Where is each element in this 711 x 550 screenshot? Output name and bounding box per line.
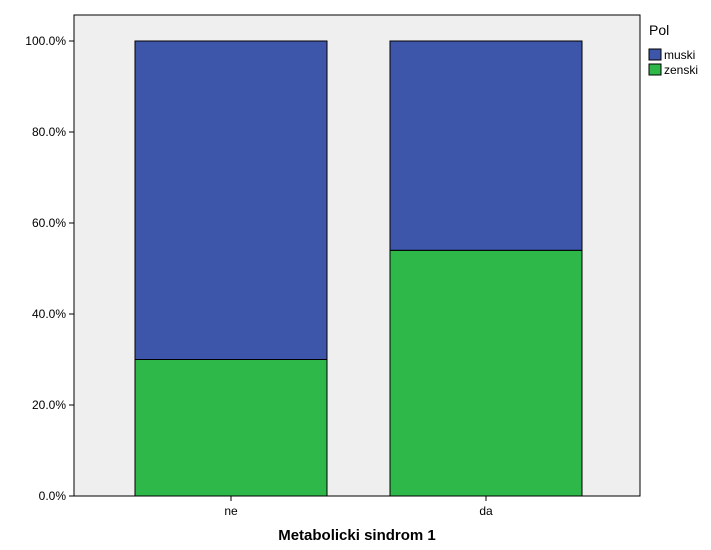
bar-muski-ne [134, 40, 328, 360]
bars [134, 40, 583, 497]
y-tick-label: 20.0% [32, 398, 66, 412]
bar-zenski-da [389, 249, 583, 497]
legend-swatch-muski [648, 48, 662, 61]
legend-swatch-zenski [648, 63, 662, 76]
x-axis-title: Metabolicki sindrom 1 [278, 527, 436, 544]
y-tick-label: 100.0% [25, 34, 66, 48]
y-tick-label: 80.0% [32, 125, 66, 139]
legend-label-muski: muski [664, 48, 695, 62]
bar-muski-da [389, 40, 583, 251]
legend-title: Pol [649, 22, 669, 38]
y-axis: 0.0% 20.0% 40.0% 60.0% 80.0% 100.0% [25, 34, 74, 503]
x-axis: ne da [224, 496, 493, 518]
x-tick-label-da: da [479, 504, 493, 518]
y-tick-label: 0.0% [39, 489, 67, 503]
x-tick-label-ne: ne [224, 504, 238, 518]
bar-zenski-ne [134, 359, 328, 497]
y-tick-label: 40.0% [32, 307, 66, 321]
y-tick-label: 60.0% [32, 216, 66, 230]
legend-label-zenski: zenski [664, 63, 698, 77]
